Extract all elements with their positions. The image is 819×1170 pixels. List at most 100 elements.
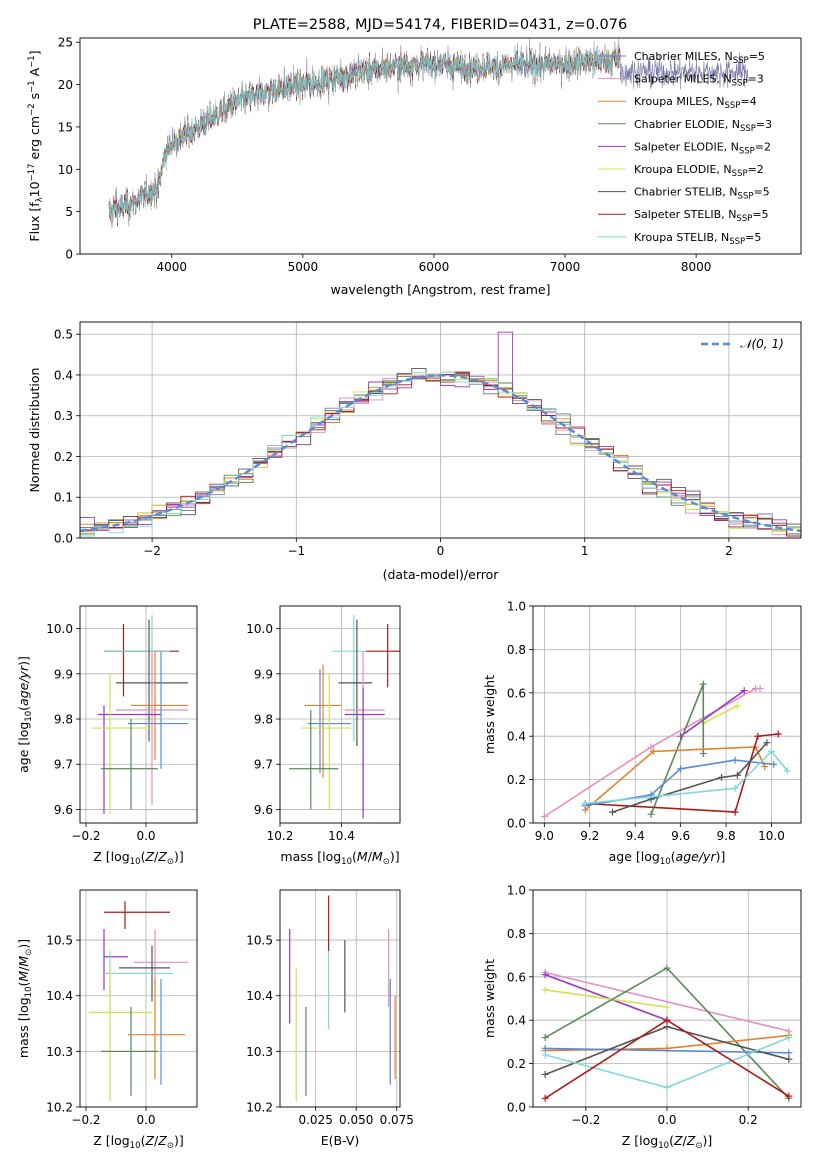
x-axis-label: E(B-V) <box>321 1133 360 1148</box>
legend-label: Salpeter MILES, NSSP=3 <box>634 73 764 89</box>
marker <box>699 680 707 688</box>
y-tick-label: 9.6 <box>54 803 73 817</box>
marker <box>541 971 549 979</box>
marker <box>785 1055 793 1063</box>
grid <box>533 889 801 1108</box>
marker <box>761 763 769 771</box>
x-tick-label: 0.0 <box>657 1113 676 1127</box>
plot-area <box>540 680 791 820</box>
x-axis-label: Z [log10(Z/Z⊙)] <box>93 1133 183 1151</box>
x-tick-label: −1 <box>287 544 305 558</box>
x-tick-label: 9.0 <box>535 829 554 843</box>
marker <box>774 730 782 738</box>
marker <box>677 765 685 773</box>
y-tick-label: 0.0 <box>507 1101 526 1115</box>
grid <box>80 890 197 1108</box>
x-tick-label: 0.0 <box>136 1113 155 1127</box>
spectrum-panel: 4000 5000 6000 7000 8000 0 5 10 15 20 25 Chabrier M… <box>27 36 802 297</box>
marker <box>608 808 616 816</box>
axes-frame <box>79 37 802 255</box>
y-tick-label: 10.2 <box>246 1101 273 1115</box>
axes-frame <box>532 605 802 824</box>
ticks: −0.2 0.0 10.2 10.3 10.4 10.5 <box>46 934 155 1127</box>
marker <box>647 810 655 818</box>
marker <box>699 750 707 758</box>
y-tick-label: 0.0 <box>54 532 73 546</box>
x-tick-label: 5000 <box>288 260 319 274</box>
weight-series <box>584 746 766 811</box>
grid <box>533 605 801 824</box>
spectrum-data-tail <box>619 52 749 90</box>
weight-series <box>545 989 668 1008</box>
marker <box>649 747 657 755</box>
legend-label: Kroupa MILES, NSSP=4 <box>634 95 757 111</box>
weight-series <box>612 742 768 813</box>
y-axis-label: age [log10(age/yr)] <box>16 656 34 773</box>
plot-area <box>289 615 400 819</box>
legend-label: 𝒩(0, 1) <box>740 337 784 351</box>
marker <box>581 799 589 807</box>
weight-series <box>585 733 779 813</box>
x-tick-label: 10.0 <box>758 829 785 843</box>
y-axis-label: mass [log10(M/M⊙)] <box>16 939 34 1058</box>
legend: Chabrier MILES, NSSP=5 Salpeter MILES, NS… <box>598 50 772 247</box>
weight-series <box>545 1047 789 1054</box>
ticks: 0.025 0.050 0.075 10.2 10.3 10.4 10.5 <box>246 934 414 1127</box>
age-vs-metallicity-panel: −0.2 0.0 9.6 9.7 9.8 9.9 10.0 Z [log10(Z/Z⊙)] ag… <box>16 605 198 867</box>
y-tick-label: 10.4 <box>246 989 273 1003</box>
y-tick-label: 9.8 <box>54 713 73 727</box>
x-tick-label: 0.075 <box>380 1113 414 1127</box>
y-tick-label: 0.2 <box>54 450 73 464</box>
y-tick-label: 10 <box>58 163 73 177</box>
y-tick-label: 10.0 <box>46 622 73 636</box>
marker <box>541 1094 549 1102</box>
mass-weight-vs-metallicity-panel: −0.2 0.0 0.2 0.0 0.2 0.4 0.6 0.8 1.0 Z [log10(Z/Z… <box>482 884 802 1151</box>
legend-label: Salpeter STELIB, NSSP=5 <box>634 208 769 224</box>
y-axis-label: mass weight <box>482 675 497 754</box>
marker <box>785 1049 793 1057</box>
y-tick-label: 0.6 <box>507 970 526 984</box>
y-tick-label: 9.7 <box>254 758 273 772</box>
weight-series <box>585 750 789 805</box>
marker <box>541 1051 549 1059</box>
x-axis-label: (data-model)/error <box>383 567 500 582</box>
x-tick-label: −0.2 <box>71 1113 100 1127</box>
marker <box>541 1044 549 1052</box>
marker <box>785 1092 793 1100</box>
marker <box>733 702 741 710</box>
marker <box>731 784 739 792</box>
y-tick-label: 10.0 <box>246 622 273 636</box>
x-tick-label: 4000 <box>156 260 187 274</box>
age-vs-mass-panel: 10.2 10.4 9.6 9.7 9.8 9.9 10.0 mass [log10(M/M⊙… <box>246 605 401 867</box>
y-tick-label: 10.3 <box>46 1045 73 1059</box>
marker <box>770 760 778 768</box>
ticks: −2 −1 0 1 2 0.0 0.1 0.2 0.3 0.4 0.5 <box>54 328 733 558</box>
y-tick-label: 9.8 <box>254 713 273 727</box>
marker <box>541 986 549 994</box>
y-tick-label: 1.0 <box>507 884 526 898</box>
x-tick-label: 9.8 <box>717 829 736 843</box>
y-tick-label: 10.3 <box>246 1045 273 1059</box>
x-tick-label: 9.6 <box>671 829 690 843</box>
marker <box>647 743 655 751</box>
y-tick-label: 5 <box>65 205 73 219</box>
marker <box>663 964 671 972</box>
marker <box>783 767 791 775</box>
y-tick-label: 0.2 <box>507 773 526 787</box>
marker <box>754 732 762 740</box>
legend-label: Chabrier MILES, NSSP=5 <box>634 50 765 66</box>
plot-area <box>108 38 749 228</box>
x-tick-label: 7000 <box>550 260 581 274</box>
marker <box>663 1023 671 1031</box>
marker <box>731 808 739 816</box>
plot-area <box>289 895 396 1102</box>
plot-area <box>80 331 801 538</box>
x-tick-label: 9.2 <box>580 829 599 843</box>
mass-vs-ebv-panel: 0.025 0.050 0.075 10.2 10.3 10.4 10.5 E(B-V) <box>246 889 414 1148</box>
x-tick-label: −0.2 <box>71 829 100 843</box>
axes-frame <box>79 889 198 1108</box>
y-tick-label: 0.1 <box>54 491 73 505</box>
y-tick-label: 0.3 <box>54 409 73 423</box>
y-tick-label: 0.8 <box>507 927 526 941</box>
weight-series <box>545 971 789 1032</box>
